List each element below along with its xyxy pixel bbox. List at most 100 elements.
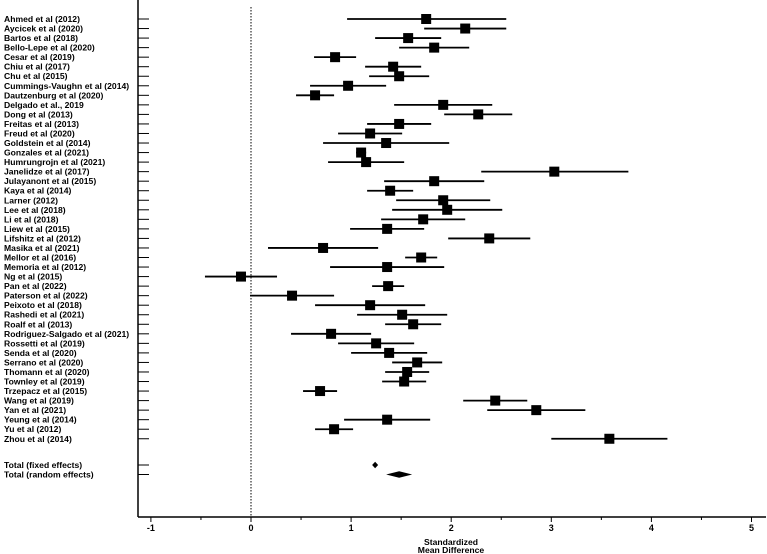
effect-square	[287, 290, 298, 301]
study-label: Townley et al (2019)	[4, 377, 85, 387]
effect-square	[382, 414, 393, 425]
effect-square	[382, 262, 393, 273]
effect-square	[326, 328, 337, 339]
effect-square	[394, 71, 405, 82]
pooled-label: Total (fixed effects)	[4, 460, 82, 470]
study-label: Yu et al (2012)	[4, 424, 61, 434]
effect-square	[460, 23, 471, 34]
study-label: Freitas et al (2013)	[4, 119, 79, 129]
x-tick-label: 1	[349, 523, 354, 533]
study-label: Delgado et al., 2019	[4, 100, 84, 110]
x-tick-label: 3	[549, 523, 554, 533]
study-label: Lee et al (2018)	[4, 205, 66, 215]
study-label: Rodriguez-Salgado et al (2021)	[4, 329, 129, 339]
effect-square	[438, 195, 449, 206]
plot-axes: -1 0 1 2 3 4 5	[137, 0, 766, 533]
effect-square	[416, 252, 427, 263]
effect-square	[365, 300, 376, 311]
effect-square	[397, 309, 408, 320]
effect-square	[315, 386, 326, 397]
study-label: Thomann et al (2020)	[4, 367, 90, 377]
effect-square	[365, 128, 376, 139]
study-label: Cesar et al (2019)	[4, 52, 75, 62]
effect-square	[330, 52, 341, 63]
study-label: Chiu et al (2017)	[4, 62, 70, 72]
effect-square	[343, 80, 354, 91]
study-label: Trzepacz et al (2015)	[4, 386, 87, 396]
study-label: Lifshitz et al (2012)	[4, 233, 81, 243]
effect-square	[235, 271, 246, 282]
study-label: Rossetti et al (2019)	[4, 338, 85, 348]
study-label: Rashedi et al (2021)	[4, 310, 84, 320]
x-tick-label: 5	[749, 523, 754, 533]
pooled-diamond	[372, 461, 379, 469]
study-label: Cummings-Vaughn et al (2014)	[4, 81, 129, 91]
effect-square	[383, 281, 394, 292]
effect-square	[361, 157, 372, 168]
study-label: Janelidze et al (2017)	[4, 167, 90, 177]
effect-square	[531, 405, 542, 416]
effect-square	[310, 90, 321, 101]
study-label: Wang et al (2019)	[4, 396, 74, 406]
effect-square	[402, 366, 413, 377]
effect-square	[399, 376, 410, 387]
effect-square	[418, 214, 429, 225]
study-label: Bartos et al (2018)	[4, 33, 78, 43]
effect-square	[442, 204, 453, 215]
pooled-diamond	[386, 471, 413, 478]
effect-square	[385, 185, 396, 196]
study-label: Ng et al (2015)	[4, 272, 62, 282]
study-labels: Ahmed et al (2012)Aycicek et al (2020)Ba…	[4, 14, 129, 480]
study-label: Humrungrojn et al (2021)	[4, 157, 105, 167]
effect-square	[403, 33, 414, 44]
effect-square	[356, 147, 367, 158]
study-label: Yan et al (2021)	[4, 405, 66, 415]
study-label: Mellor et al (2016)	[4, 253, 76, 263]
effect-square	[484, 233, 495, 244]
study-label: Memoria et al (2012)	[4, 262, 86, 272]
study-label: Zhou et al (2014)	[4, 434, 72, 444]
effect-square	[318, 242, 329, 253]
study-label: Gonzales et al (2021)	[4, 148, 89, 158]
plot-marks	[204, 14, 668, 478]
x-axis-title-line1: Standardized	[424, 537, 478, 547]
study-label: Chu et al (2015)	[4, 71, 68, 81]
effect-square	[604, 433, 615, 444]
study-label: Li et al (2018)	[4, 214, 59, 224]
effect-square	[384, 347, 395, 358]
effect-square	[429, 42, 440, 53]
study-label: Goldstein et al (2014)	[4, 138, 91, 148]
study-label: Masika et al (2021)	[4, 243, 80, 253]
x-tick-label: -1	[147, 523, 155, 533]
study-label: Pan et al (2022)	[4, 281, 67, 291]
study-label: Serrano et al (2020)	[4, 357, 83, 367]
effect-square	[329, 424, 340, 435]
study-label: Dautzenburg et al (2020)	[4, 90, 103, 100]
study-label: Larner (2012)	[4, 195, 58, 205]
x-tick-label: 2	[449, 523, 454, 533]
study-label: Ahmed et al (2012)	[4, 14, 80, 24]
x-axis-title-line2: Mean Difference	[418, 545, 485, 554]
x-tick-label: 0	[248, 523, 253, 533]
study-label: Julayanont et al (2015)	[4, 176, 96, 186]
effect-square	[421, 14, 432, 24]
effect-square	[381, 138, 392, 149]
study-label: Senda et al (2020)	[4, 348, 77, 358]
study-label: Yeung et al (2014)	[4, 415, 77, 425]
study-label: Aycicek et al (2020)	[4, 24, 83, 34]
effect-square	[490, 395, 501, 406]
study-label: Paterson et al (2022)	[4, 291, 88, 301]
effect-square	[473, 109, 484, 120]
study-label: Liew et al (2015)	[4, 224, 70, 234]
effect-square	[429, 176, 440, 187]
effect-square	[412, 357, 423, 368]
pooled-label: Total (random effects)	[4, 470, 94, 480]
study-label: Peixoto et al (2018)	[4, 300, 82, 310]
x-tick-label: 4	[649, 523, 654, 533]
effect-square	[438, 99, 449, 110]
effect-square	[408, 319, 419, 330]
study-label: Kaya et al (2014)	[4, 186, 71, 196]
effect-square	[549, 166, 560, 177]
effect-square	[394, 118, 405, 129]
